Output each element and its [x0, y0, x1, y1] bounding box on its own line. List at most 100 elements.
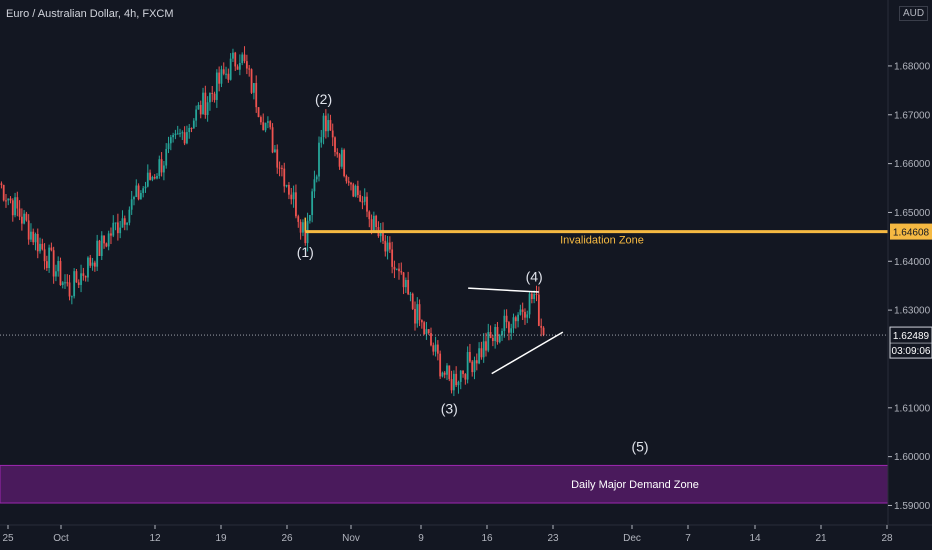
candle-body — [165, 148, 168, 166]
candle-body — [112, 222, 115, 236]
price-tick-label: 1.65000 — [894, 208, 931, 219]
candle-body — [160, 159, 163, 173]
candle-body — [423, 322, 426, 335]
candle-body — [329, 120, 332, 131]
candle-body — [398, 268, 400, 272]
candle-body — [382, 229, 384, 241]
candle-body — [9, 198, 12, 201]
candle-body — [455, 373, 458, 386]
candle-body — [133, 197, 135, 200]
candle-body — [135, 185, 138, 198]
candle-body — [16, 197, 19, 209]
demand-zone[interactable] — [0, 464, 889, 504]
candle-body — [116, 222, 119, 234]
candle-body — [450, 379, 453, 391]
candle-body — [211, 93, 214, 95]
candle-body — [172, 135, 175, 138]
price-tick-label: 1.66000 — [894, 159, 931, 170]
candle-body — [0, 183, 3, 185]
candle-body — [482, 341, 485, 358]
candle-body — [489, 332, 492, 338]
candle-body — [363, 196, 366, 202]
candlestick-series — [0, 46, 545, 397]
price-tick-label: 1.64000 — [894, 257, 931, 268]
candle-body — [414, 308, 416, 324]
candle-body — [82, 273, 85, 276]
candle-body — [542, 327, 545, 336]
candle-body — [441, 372, 444, 377]
candle-body — [266, 121, 269, 123]
candle-body — [93, 262, 96, 267]
candle-body — [517, 314, 519, 322]
time-tick-label: Oct — [53, 533, 69, 544]
candle-body — [302, 222, 304, 233]
candle-body — [347, 181, 350, 183]
candle-body — [183, 132, 186, 144]
candle-body — [402, 272, 405, 288]
candle-body — [530, 293, 533, 300]
candle-body — [478, 348, 481, 364]
candle-body — [411, 293, 414, 309]
candle-body — [343, 149, 346, 177]
candle-body — [384, 240, 387, 252]
candle-body — [487, 332, 490, 351]
candle-body — [248, 68, 251, 70]
currency-badge[interactable]: AUD — [899, 6, 929, 21]
candle-body — [91, 262, 94, 266]
time-tick-label: 9 — [418, 533, 424, 544]
candle-body — [176, 133, 179, 135]
candle-body — [274, 149, 276, 153]
candle-body — [215, 72, 218, 100]
invalidation-price-label: 1.64608 — [893, 228, 930, 239]
candle-body — [130, 199, 133, 210]
candle-body — [285, 184, 288, 187]
candle-body — [508, 322, 510, 333]
candle-body — [340, 149, 343, 167]
candle-body — [505, 315, 508, 323]
time-tick-label: 7 — [685, 533, 691, 544]
candle-body — [7, 198, 10, 201]
time-tick-label: 16 — [481, 533, 493, 544]
candle-body — [199, 104, 202, 115]
candle-body — [334, 137, 336, 153]
wedge-lower-line[interactable] — [491, 331, 564, 375]
candle-body — [322, 115, 325, 138]
candle-body — [250, 69, 253, 93]
candle-body — [98, 240, 101, 256]
candle-body — [292, 192, 295, 200]
candle-body — [84, 275, 87, 278]
candle-body — [350, 182, 352, 185]
candle-body — [430, 333, 432, 346]
candle-body — [404, 279, 407, 288]
current-price-label: 1.62489 — [893, 331, 930, 342]
wedge-upper-line[interactable] — [468, 287, 539, 293]
candle-body — [361, 201, 364, 203]
candle-body — [475, 360, 478, 364]
candle-body — [331, 130, 334, 138]
candle-body — [407, 279, 410, 295]
candle-body — [137, 185, 140, 200]
candle-body — [283, 168, 286, 187]
time-tick-label: 14 — [749, 533, 761, 544]
candle-body — [186, 132, 188, 144]
candle-body — [225, 73, 227, 75]
candle-body — [206, 102, 209, 115]
candle-body — [5, 200, 7, 202]
candle-body — [452, 373, 455, 391]
candle-body — [354, 185, 357, 197]
candle-body — [190, 127, 193, 129]
candle-body — [368, 211, 371, 220]
candle-body — [243, 54, 246, 62]
candle-body — [236, 66, 239, 70]
candle-body — [169, 137, 172, 144]
candle-body — [73, 271, 76, 297]
time-tick-label: 26 — [281, 533, 293, 544]
candle-body — [471, 361, 474, 373]
candle-body — [259, 117, 262, 123]
candle-body — [318, 142, 320, 177]
candle-body — [222, 69, 225, 74]
candle-body — [494, 326, 497, 342]
candle-body — [315, 176, 318, 180]
candle-body — [41, 243, 44, 250]
